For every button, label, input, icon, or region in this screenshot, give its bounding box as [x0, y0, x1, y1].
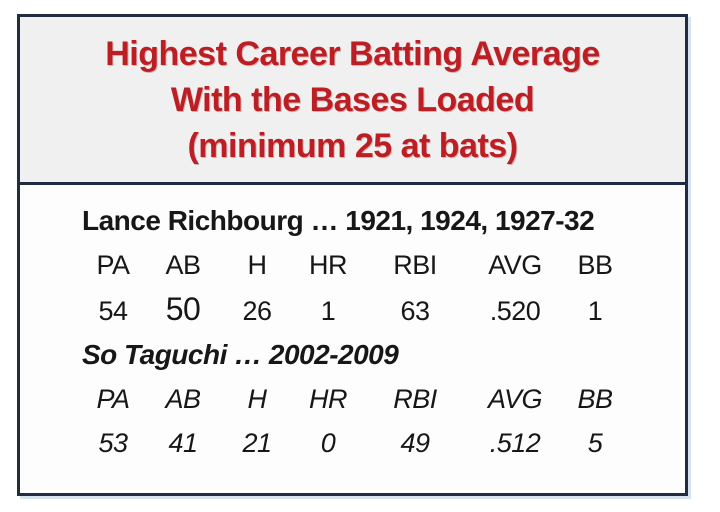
title-line-2: With the Bases Loaded — [170, 81, 535, 119]
stats-value-cell-ab: 41 — [168, 428, 198, 458]
player2-name: So Taguchi … 2002-2009 — [82, 339, 399, 370]
stats-header-cell-pa: PA — [96, 250, 130, 280]
player1-value-row: 54 50 26 1 63 .520 1 — [78, 287, 675, 333]
stats-value-cell-ab: 50 — [165, 291, 201, 327]
stats-value-cell-hr: 0 — [320, 428, 336, 458]
title-line-1: Highest Career Batting Average — [105, 35, 600, 73]
stats-value-cell-avg: .512 — [489, 428, 541, 458]
stats-value-cell-h: 21 — [242, 428, 272, 458]
stats-header-cell-bb: BB — [577, 250, 613, 280]
stats-value-cell-rbi: 49 — [400, 428, 430, 458]
stats-value-cell-rbi: 63 — [400, 296, 430, 326]
stats-value-cell-pa: 53 — [98, 428, 128, 458]
stats-header-cell-ab: AB — [165, 384, 201, 414]
stats-value-cell-bb: 1 — [587, 296, 603, 326]
stats-box: Lance Richbourg … 1921, 1924, 1927-32 PA… — [20, 185, 685, 465]
player1-name: Lance Richbourg … 1921, 1924, 1927-32 — [82, 205, 595, 236]
stats-header-cell-avg: AVG — [488, 250, 542, 280]
stats-value-cell-h: 26 — [242, 296, 272, 326]
player1-header-row: PA AB H HR RBI AVG BB — [78, 243, 675, 287]
stats-value-cell-bb: 5 — [587, 428, 603, 458]
stats-header-cell-hr: HR — [309, 384, 348, 414]
title-line-3: (minimum 25 at bats) — [187, 127, 518, 165]
stats-header-cell-h: H — [247, 250, 268, 280]
stats-value-cell-pa: 54 — [98, 296, 128, 326]
stats-header-cell-ab: AB — [165, 250, 201, 280]
player2-header-row: PA AB H HR RBI AVG BB — [78, 377, 675, 421]
title-box: Highest Career Batting Average With the … — [20, 17, 685, 185]
stats-header-cell-rbi: RBI — [393, 250, 437, 280]
stats-header-cell-h: H — [247, 384, 268, 414]
stats-value-cell-avg: .520 — [489, 296, 541, 326]
stats-card: Highest Career Batting Average With the … — [17, 14, 688, 496]
stats-header-cell-rbi: RBI — [393, 384, 437, 414]
stats-value-cell-hr: 1 — [320, 296, 336, 326]
stats-header-cell-bb: BB — [577, 384, 613, 414]
stats-header-cell-hr: HR — [309, 250, 348, 280]
player2-value-row: 53 41 21 0 49 .512 5 — [78, 421, 675, 465]
stats-header-cell-pa: PA — [96, 384, 130, 414]
stats-header-cell-avg: AVG — [487, 384, 543, 414]
